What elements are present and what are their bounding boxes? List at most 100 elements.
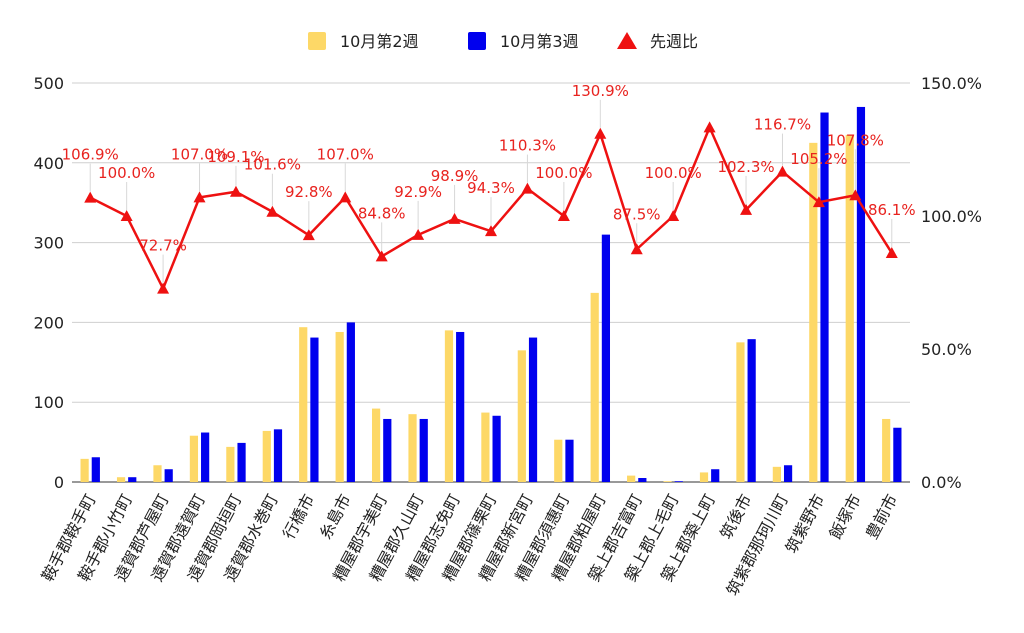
bar-week3: [820, 112, 829, 482]
legend-swatch: [468, 32, 486, 50]
bar-week2: [299, 327, 308, 482]
ratio-point: [485, 225, 497, 237]
legend-swatch: [617, 32, 637, 49]
bar-week3: [273, 429, 283, 482]
ratio-data-label: 116.7%: [754, 116, 811, 134]
left-tick-label: 0: [54, 473, 64, 492]
bar-week3: [856, 106, 866, 482]
ratio-data-label: 107.0%: [171, 145, 228, 163]
bar-week2: [809, 142, 818, 482]
ratio-data-label: 92.9%: [394, 183, 442, 201]
bar-week3: [565, 439, 574, 482]
bar-week3: [601, 234, 611, 482]
bar-week3: [456, 331, 465, 482]
bar-week3: [91, 457, 100, 482]
legend-swatch: [308, 32, 326, 50]
bar-week2: [517, 350, 526, 482]
ratio-point: [266, 205, 279, 217]
ratio-data-label: 94.3%: [467, 179, 515, 197]
ratio-data-label: 110.3%: [499, 137, 556, 155]
right-tick-label: 150.0%: [921, 74, 982, 93]
bar-week2: [153, 465, 162, 482]
bar-week3: [419, 418, 428, 482]
ratio-point: [776, 165, 789, 177]
bar-week2: [554, 439, 563, 482]
category-label: 豊前市: [862, 491, 901, 542]
bar-week2: [627, 475, 636, 482]
ratio-point: [885, 246, 898, 258]
ratio-point: [557, 210, 570, 221]
bar-week2: [845, 134, 854, 482]
legend-label: 10月第2週: [340, 32, 419, 51]
ratio-point: [740, 203, 753, 215]
ratio-data-label: 101.6%: [244, 156, 301, 174]
ratio-data-label: 109.1%: [207, 148, 264, 166]
left-tick-label: 200: [33, 313, 64, 332]
bar-week3: [383, 418, 392, 482]
bar-week3: [893, 427, 902, 482]
bar-week3: [237, 442, 246, 482]
bar-week2: [262, 430, 271, 482]
bar-week3: [310, 337, 319, 482]
category-label: 筑後市: [716, 491, 755, 542]
bar-week3: [783, 465, 793, 482]
ratio-point: [667, 210, 680, 221]
ratio-point: [157, 282, 170, 294]
ratio-data-label: 130.9%: [572, 82, 629, 100]
bar-week3: [346, 322, 355, 482]
bar-week2: [116, 477, 126, 482]
bars: [80, 106, 902, 482]
legend-label: 先週比: [650, 32, 698, 51]
left-axis-ticks: 0 100 200 300 400 500: [33, 74, 64, 492]
right-tick-label: 50.0%: [921, 340, 972, 359]
bar-week2: [590, 292, 599, 482]
ratio-point: [120, 210, 133, 221]
bar-week2: [189, 435, 199, 482]
left-tick-label: 400: [33, 154, 64, 173]
ratio-data-label: 98.9%: [431, 167, 479, 185]
ratio-point: [339, 191, 352, 203]
ratio-point: [630, 243, 643, 255]
gridlines: [72, 82, 910, 483]
left-tick-label: 500: [33, 74, 64, 93]
bar-week3: [528, 337, 538, 482]
ratio-point: [594, 127, 607, 139]
category-label: 行橋市: [279, 491, 318, 542]
ratio-data-label: 107.8%: [827, 131, 884, 149]
bar-week2: [699, 472, 709, 482]
bar-week2: [663, 481, 672, 482]
category-label: 糸島市: [315, 491, 354, 542]
ratio-point: [812, 196, 825, 208]
bar-week3: [201, 432, 210, 482]
left-tick-label: 300: [33, 234, 64, 253]
right-tick-label: 100.0%: [921, 207, 982, 226]
bar-week3: [711, 469, 720, 482]
ratio-point: [229, 185, 242, 197]
ratio-data-label: 106.9%: [62, 146, 119, 164]
ratio-point: [375, 250, 388, 262]
ratio-point: [84, 191, 97, 203]
ratio-point: [703, 121, 716, 133]
ratio-data-label: 87.5%: [613, 205, 661, 223]
ratio-data-label: 86.1%: [868, 201, 916, 219]
bar-week2: [371, 408, 381, 482]
bar-week3: [747, 339, 756, 482]
bar-week2: [736, 342, 745, 482]
ratio-data-label: 107.0%: [317, 145, 374, 163]
bar-week2: [444, 330, 454, 482]
bar-week3: [164, 469, 173, 482]
ratio-data-label: 105.2%: [790, 150, 847, 168]
bar-week2: [335, 331, 344, 482]
ratio-data-label: 72.7%: [139, 237, 187, 255]
bar-week3: [674, 481, 683, 482]
bar-week2: [80, 458, 89, 482]
bar-week2: [481, 412, 490, 482]
right-tick-label: 0.0%: [921, 473, 962, 492]
bar-week2: [408, 414, 417, 482]
ratio-point: [521, 182, 534, 194]
bar-week2: [226, 446, 235, 482]
legend[interactable]: 10月第2週 10月第3週 先週比: [308, 32, 698, 51]
legend-label: 10月第3週: [500, 32, 579, 51]
bar-week3: [492, 415, 501, 482]
